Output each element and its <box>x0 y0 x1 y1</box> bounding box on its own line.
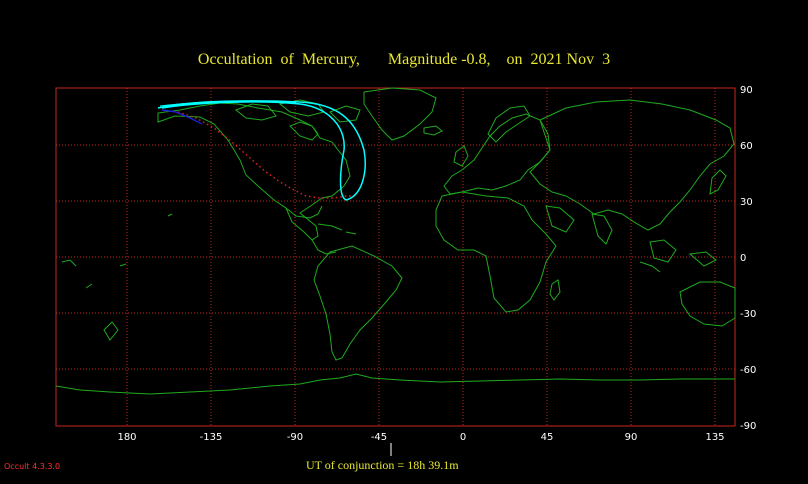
hudson-bay-coast <box>289 121 319 141</box>
longitude-tick-label: 0 <box>460 432 466 443</box>
latitude-tick-label: 90 <box>740 85 753 96</box>
southeast-asia-islands <box>639 239 717 273</box>
australia-coast <box>679 281 736 327</box>
conjunction-time: UT of conjunction = 18h 39.1m <box>306 458 459 472</box>
north-america-coast <box>157 102 351 241</box>
central-line <box>177 111 358 199</box>
path-limit-southern <box>159 100 297 107</box>
madagascar-coast <box>549 279 561 301</box>
british-isles <box>453 145 469 167</box>
path-limit-northern <box>157 100 366 201</box>
longitude-tick-label: -135 <box>200 432 223 443</box>
path-limit-inner <box>161 109 203 125</box>
version-label: Occult 4.3.3.0 <box>4 462 61 471</box>
coastlines <box>55 87 736 395</box>
gulf-coast <box>285 205 323 219</box>
japan-coast <box>709 169 727 195</box>
latitude-tick-label: -60 <box>740 365 756 376</box>
longitude-tick-label: 180 <box>117 432 136 443</box>
caribbean-islands <box>317 223 357 235</box>
scandinavia-coast <box>487 105 531 143</box>
central-america-coast <box>311 239 337 255</box>
longitude-tick-label: 135 <box>705 432 724 443</box>
africa-coast <box>435 191 557 313</box>
latitude-tick-label: 30 <box>740 197 753 208</box>
south-america-coast <box>313 245 403 361</box>
longitude-tick-label: -90 <box>287 432 303 443</box>
map-title: Occultation of Mercury, Magnitude -0.8, … <box>197 51 611 68</box>
asia-coast <box>529 99 735 231</box>
longitude-tick-labels: 180 -135 -90 -45 0 45 90 135 <box>117 432 724 443</box>
longitude-tick-label: 45 <box>541 432 554 443</box>
arabia-coast <box>545 205 575 233</box>
pacific-islands <box>61 213 173 289</box>
longitude-tick-label: -45 <box>371 432 387 443</box>
latitude-tick-label: -90 <box>740 421 756 432</box>
latitude-tick-label: 0 <box>740 253 746 264</box>
europe-coast <box>443 113 551 195</box>
latitude-tick-label: 60 <box>740 141 753 152</box>
longitude-tick-label: 90 <box>625 432 638 443</box>
india-coast <box>591 213 613 245</box>
longitude-gridlines <box>126 88 716 426</box>
antarctica-coast <box>55 373 735 395</box>
new-zealand-coast <box>103 321 119 341</box>
latitude-gridlines <box>56 144 735 370</box>
greenland-coast <box>363 87 437 141</box>
latitude-tick-labels: 90 60 30 0 -30 -60 -90 <box>740 85 756 432</box>
latitude-tick-label: -30 <box>740 309 756 320</box>
iceland-coast <box>423 125 443 136</box>
